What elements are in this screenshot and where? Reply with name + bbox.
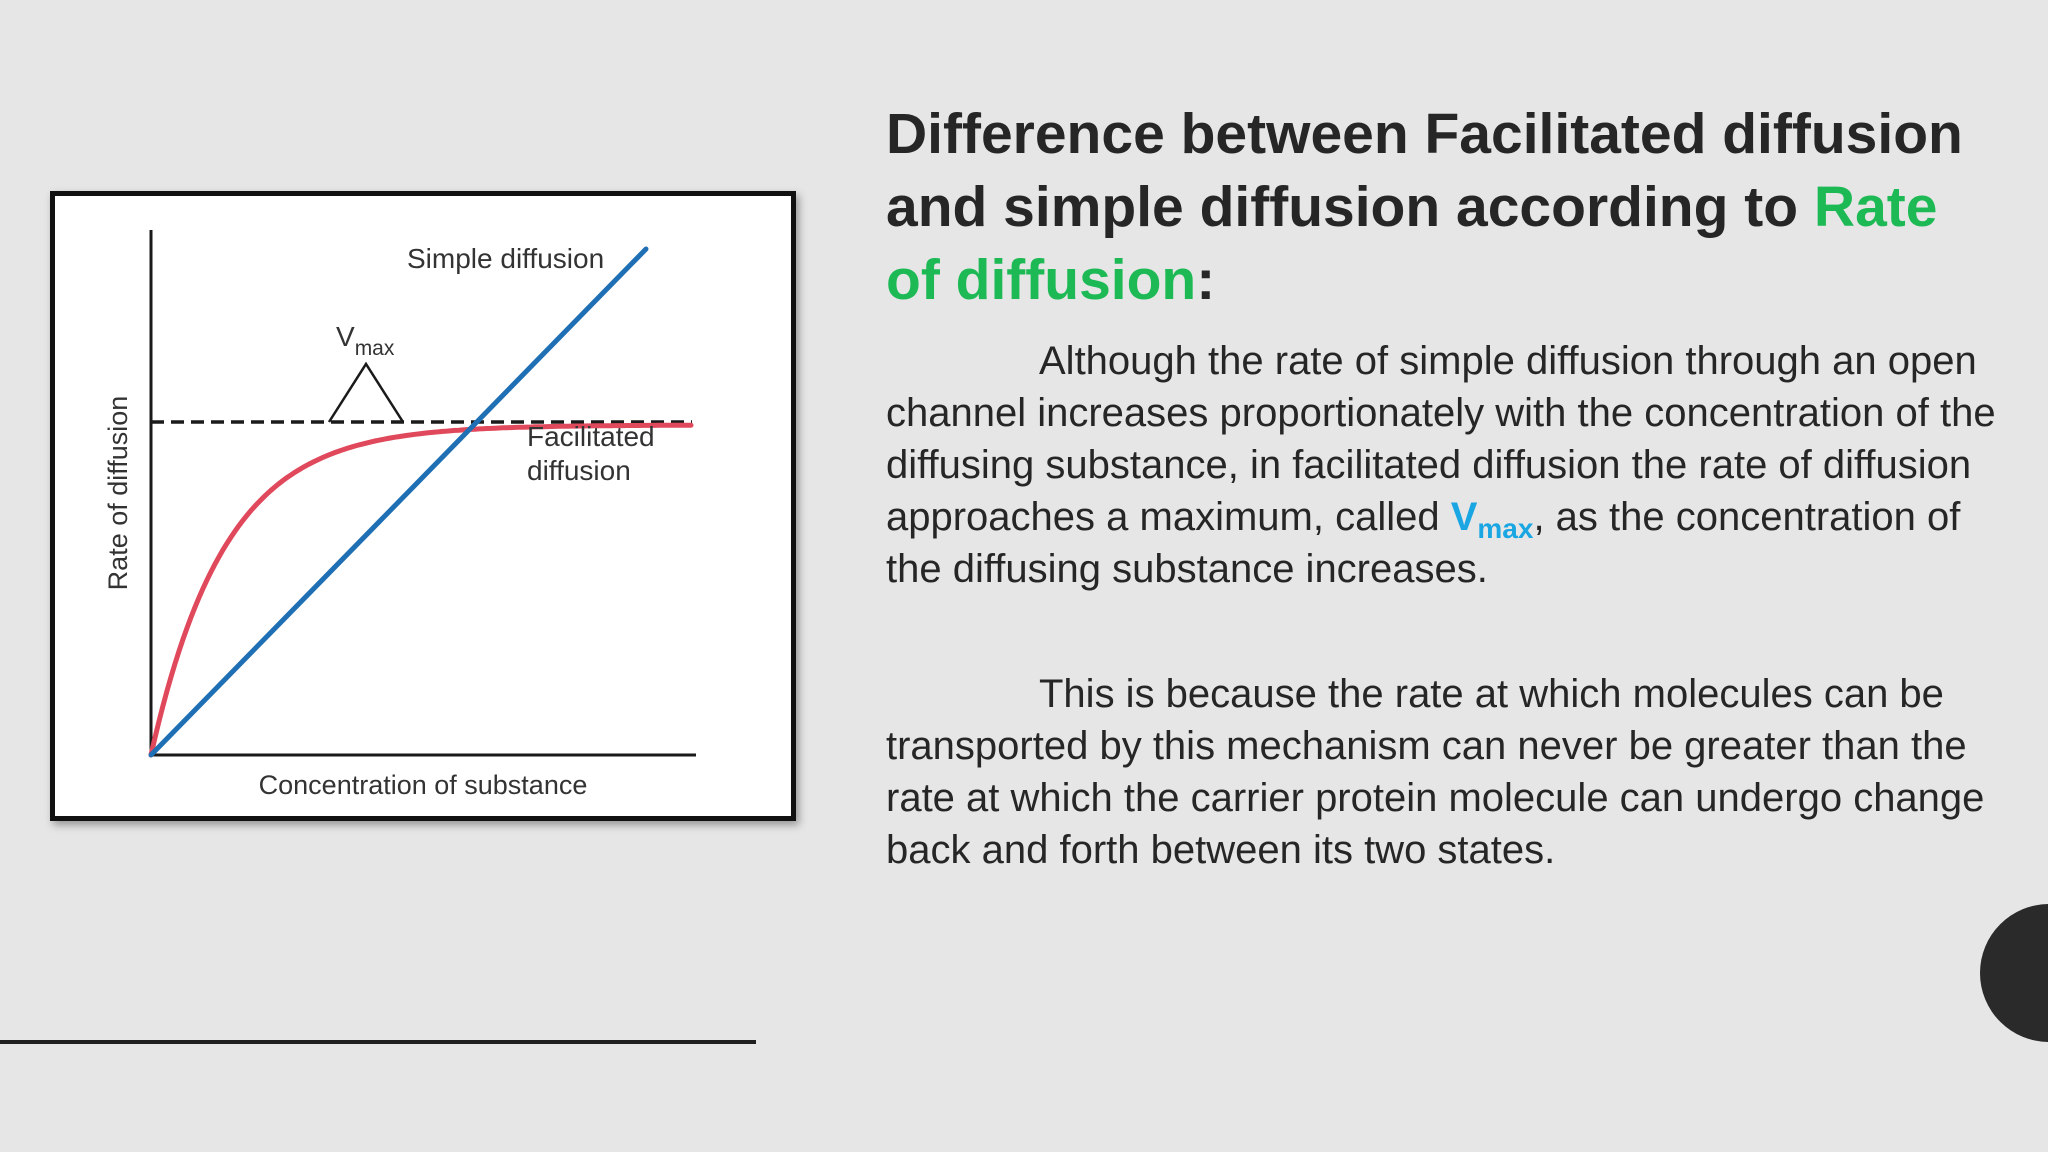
vmax-term: Vmax [1450,495,1534,543]
paragraph-1-end: , as the concentration of the diffusing … [886,495,1961,591]
paragraph-1: Although the rate of simple diffusion th… [886,335,2006,595]
facilitated-label-line2: diffusion [527,455,631,486]
facilitated-diffusion-curve [148,422,694,758]
diffusion-graph-figure: Simple diffusion Vmax Facilitated diffus… [50,191,796,821]
diffusion-chart: Simple diffusion Vmax Facilitated diffus… [103,230,696,800]
title-text: Difference between Facilitated diffusion… [886,102,1963,239]
x-axis-label: Concentration of substance [259,770,588,800]
vmax-term-main: V [1450,495,1478,539]
vmax-term-sub: max [1477,513,1534,544]
facilitated-label-line1: Facilitated [527,421,655,452]
paragraph-2: This is because the rate at which molecu… [886,672,1985,872]
paragraph-1-start: Although the rate of simple diffusion th… [886,339,1996,539]
simple-diffusion-line [148,246,649,758]
vmax-label: Vmax [336,321,395,360]
decorative-circle [1980,904,2048,1042]
slide-title: Difference between Facilitated diffusion… [886,98,1966,317]
simple-diffusion-label: Simple diffusion [407,243,604,274]
vmax-bracket [327,361,405,423]
title-accent: Rate of diffusion [886,175,1938,312]
bottom-divider-line [0,1040,756,1044]
y-axis-label: Rate of diffusion [103,396,133,591]
title-colon: : [1196,248,1216,312]
